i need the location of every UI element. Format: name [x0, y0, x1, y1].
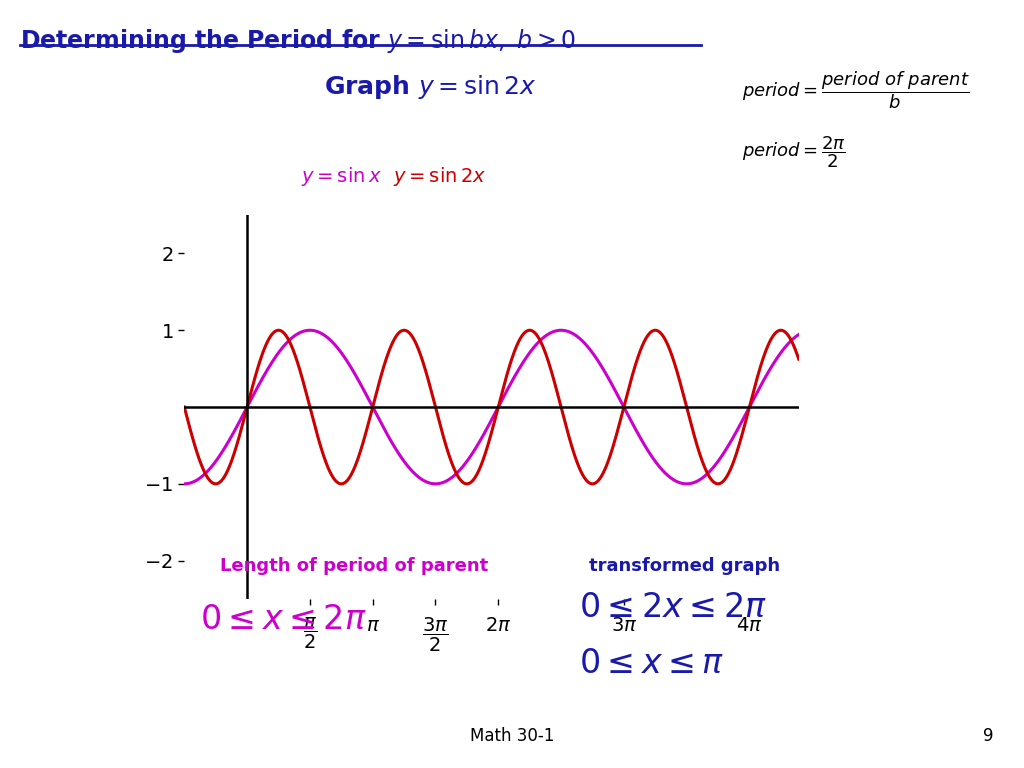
Text: Length of period of parent: Length of period of parent	[220, 557, 488, 574]
Text: $0 \leq x \leq \pi$: $0 \leq x \leq \pi$	[579, 647, 724, 680]
Text: $0 \leq x \leq 2\pi$: $0 \leq x \leq 2\pi$	[200, 603, 367, 636]
Text: $y = \sin x$: $y = \sin x$	[301, 165, 381, 188]
Text: $y = \sin 2x$: $y = \sin 2x$	[393, 165, 485, 188]
Text: $0 \leq 2x \leq 2\pi$: $0 \leq 2x \leq 2\pi$	[579, 591, 767, 624]
Text: 9: 9	[983, 727, 993, 745]
Text: Math 30-1: Math 30-1	[470, 727, 554, 745]
Text: Determining the Period for $y = \sin bx,\ b > 0$: Determining the Period for $y = \sin bx,…	[20, 27, 577, 55]
Text: $period = \dfrac{period\ of\ parent}{b}$: $period = \dfrac{period\ of\ parent}{b}$	[742, 69, 970, 111]
Text: Graph $y = \sin 2x$: Graph $y = \sin 2x$	[324, 73, 537, 101]
Text: $period = \dfrac{2\pi}{2}$: $period = \dfrac{2\pi}{2}$	[742, 134, 847, 170]
Text: transformed graph: transformed graph	[589, 557, 780, 574]
